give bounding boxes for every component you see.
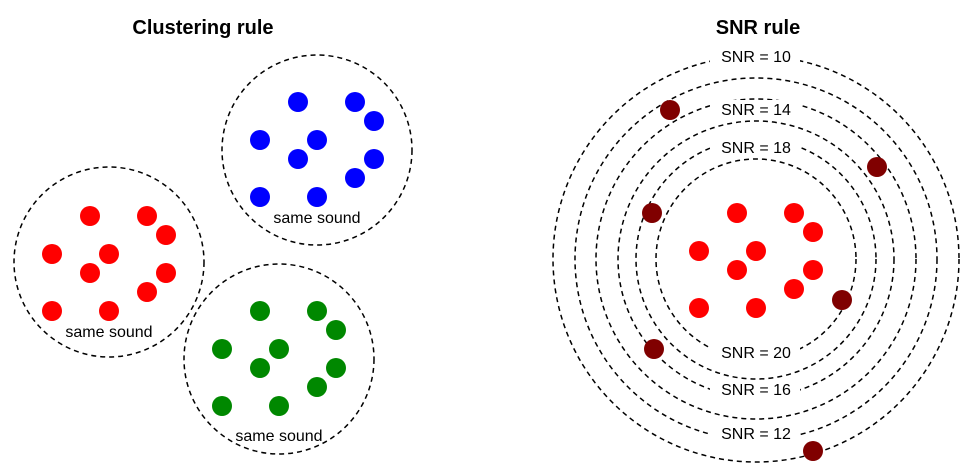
red-dot [803,260,823,280]
dark-red-dot [867,157,887,177]
dark-red-dot [803,441,823,461]
blue-dot [250,187,270,207]
snr-label-18: SNR = 18 [710,138,800,157]
green-dot [307,377,327,397]
green-dot [212,339,232,359]
snr-label-16: SNR = 16 [710,380,800,399]
snr-outlier-dots [642,100,887,461]
green-dot [250,358,270,378]
snr-ring-18 [635,138,877,380]
snr-label-10: SNR = 10 [710,47,800,66]
blue-dot [364,111,384,131]
dark-red-dot [642,203,662,223]
green-dot [326,358,346,378]
red-dot [137,206,157,226]
red-dot [80,206,100,226]
red-dot [784,279,804,299]
red-dot [727,260,747,280]
svg-text:SNR = 20: SNR = 20 [721,345,791,362]
blue-dot [250,130,270,150]
blue-cluster-dots [250,92,384,207]
svg-text:SNR = 14: SNR = 14 [721,102,791,119]
snr-label-12: SNR = 12 [710,424,800,443]
snr-ring-14 [595,98,917,420]
red-cluster-boundary [13,166,205,358]
green-cluster: same sound [183,263,375,455]
blue-dot [307,130,327,150]
red-dot [137,282,157,302]
blue-dot [307,187,327,207]
red-dot [99,301,119,321]
svg-text:SNR = 18: SNR = 18 [721,140,791,157]
red-dot [803,222,823,242]
blue-cluster-label: same sound [273,210,360,227]
clustering-panel: same sound same sound [13,54,413,455]
dark-red-dot [660,100,680,120]
blue-dot [345,168,365,188]
snr-label-14: SNR = 14 [710,100,800,119]
snr-center-cluster-dots [689,203,823,318]
snr-rule-title: SNR rule [716,17,800,39]
dark-red-dot [832,290,852,310]
red-dot [42,244,62,264]
red-dot [727,203,747,223]
svg-text:SNR = 10: SNR = 10 [721,49,791,66]
clustering-rule-title: Clustering rule [132,17,273,39]
green-dot [250,301,270,321]
green-dot [326,320,346,340]
blue-cluster: same sound [221,54,413,246]
green-dot [269,396,289,416]
green-dot [212,396,232,416]
red-cluster: same sound [13,166,205,358]
green-dot [307,301,327,321]
red-cluster-label: same sound [65,324,152,341]
svg-text:SNR = 12: SNR = 12 [721,426,791,443]
blue-dot [345,92,365,112]
red-dot [99,244,119,264]
red-dot [689,298,709,318]
snr-panel: SNR = 10 SNR = 14 SNR = 18 SNR = 20 SNR … [552,47,960,463]
red-dot [156,263,176,283]
red-dot [746,298,766,318]
green-cluster-dots [212,301,346,416]
green-dot [269,339,289,359]
snr-ring-12 [574,77,938,441]
blue-dot [288,149,308,169]
dark-red-dot [644,339,664,359]
red-dot [80,263,100,283]
red-dot [689,241,709,261]
svg-text:SNR = 16: SNR = 16 [721,382,791,399]
green-cluster-boundary [183,263,375,455]
red-dot [42,301,62,321]
blue-dot [288,92,308,112]
red-dot [156,225,176,245]
red-dot [784,203,804,223]
red-cluster-dots [42,206,176,321]
snr-label-20: SNR = 20 [710,343,800,362]
blue-cluster-boundary [221,54,413,246]
blue-dot [364,149,384,169]
red-dot [746,241,766,261]
green-cluster-label: same sound [235,428,322,445]
